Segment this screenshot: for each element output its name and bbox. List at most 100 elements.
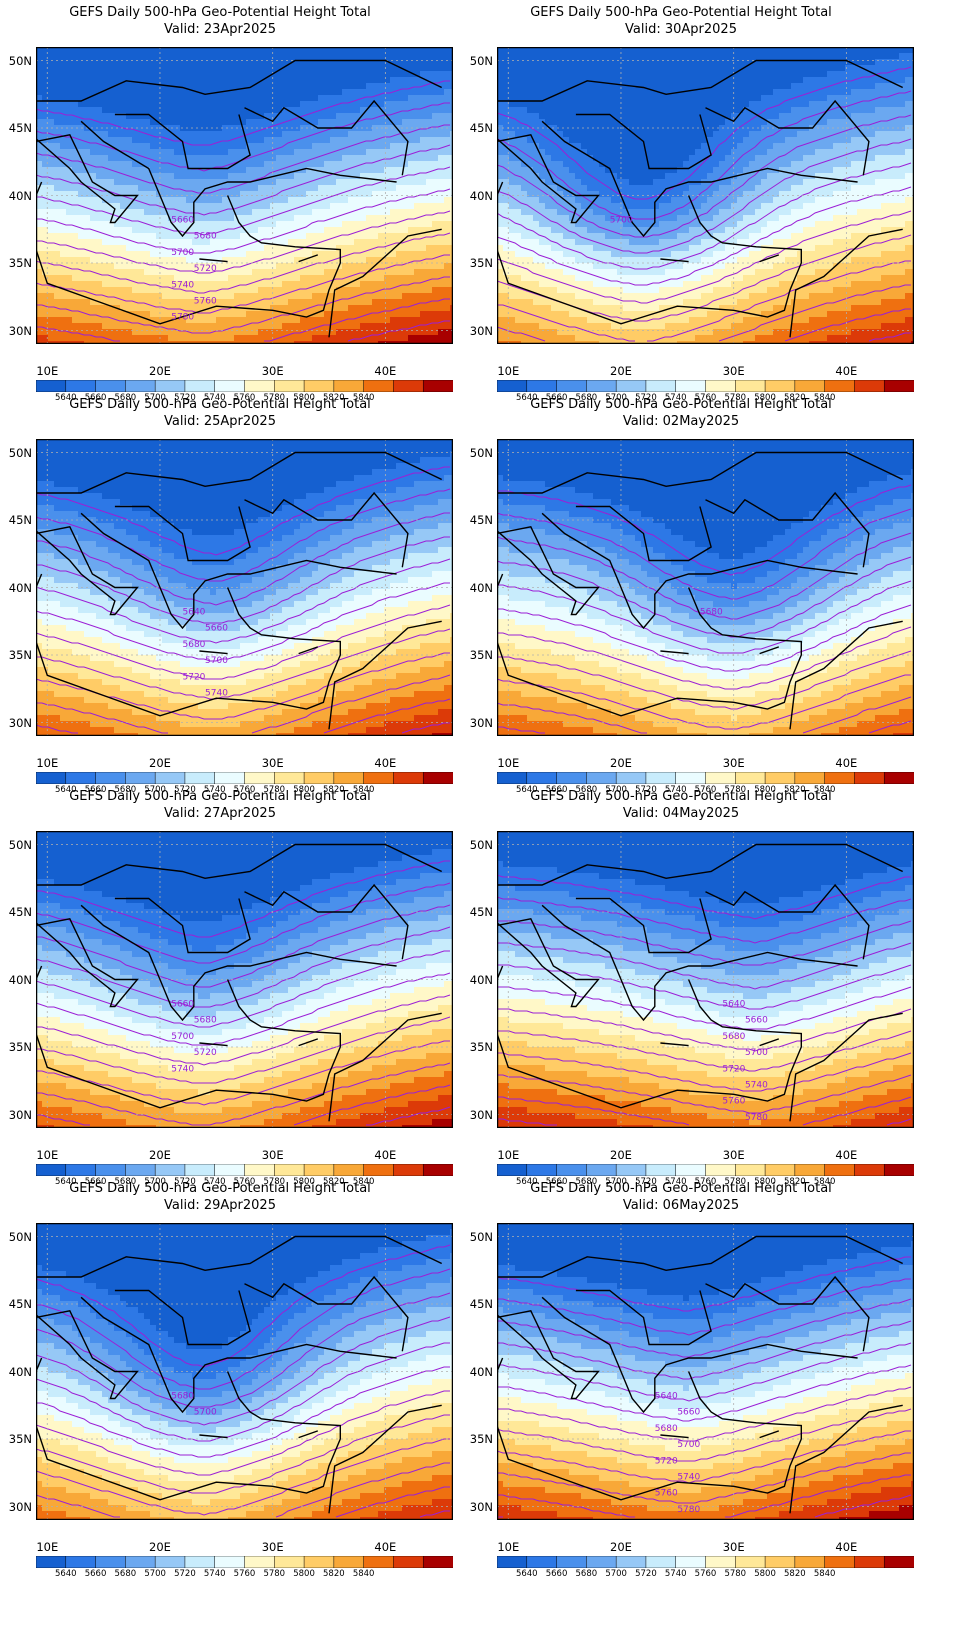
colorbar-label: 5780 [254, 785, 294, 795]
colorbar-label: 5640 [46, 393, 86, 403]
colorbar-label: 5800 [745, 785, 785, 795]
colorbar-swatch [422, 1164, 453, 1176]
colorbar-swatch [615, 380, 647, 392]
colorbar-label: 5780 [715, 785, 755, 795]
colorbar-swatch [333, 1556, 365, 1568]
colorbar-swatch [675, 1556, 707, 1568]
colorbar-swatch [303, 1556, 335, 1568]
colorbar-label: 5640 [507, 785, 547, 795]
colorbar-label: 5840 [805, 1569, 845, 1579]
colorbar-label: 5640 [46, 1569, 86, 1579]
lat-tick-label: 40N [0, 189, 32, 203]
colorbar-label: 5760 [225, 785, 265, 795]
height-map: 5680 [497, 439, 914, 736]
colorbar-swatch [333, 772, 365, 784]
product-title: GEFS Daily 500-hPa Geo-Potential Height … [461, 396, 901, 413]
colorbar-swatch [883, 1164, 914, 1176]
colorbar-swatch [764, 1556, 796, 1568]
colorbar-label: 5740 [656, 1177, 696, 1187]
colorbar-swatch [274, 380, 305, 392]
colorbar-label: 5820 [775, 393, 815, 403]
colorbar-label: 5720 [626, 1177, 666, 1187]
colorbar-swatch [95, 380, 126, 392]
colorbar-swatch [154, 1556, 186, 1568]
colorbar-label: 5740 [656, 1569, 696, 1579]
colorbar-swatch [645, 772, 677, 784]
colorbar-label: 5700 [596, 393, 636, 403]
colorbar-label: 5740 [656, 393, 696, 403]
product-title: GEFS Daily 500-hPa Geo-Potential Height … [461, 788, 901, 805]
colorbar-label: 5800 [745, 1177, 785, 1187]
lon-tick-label: 40E [826, 756, 866, 770]
colorbar-swatch [735, 1164, 766, 1176]
colorbar-label: 5640 [46, 1177, 86, 1187]
lat-tick-label: 30N [0, 324, 32, 338]
colorbar-label: 5840 [805, 393, 845, 403]
lat-tick-label: 45N [0, 1297, 32, 1311]
colorbar-swatch [393, 380, 424, 392]
colorbar-swatch [244, 1164, 275, 1176]
lon-tick-label: 40E [365, 1540, 405, 1554]
lat-tick-label: 50N [0, 446, 32, 460]
contour-label: 5640 [183, 608, 206, 618]
colorbar-swatch [214, 1164, 246, 1176]
colorbar-swatch [422, 772, 453, 784]
colorbar-swatch [125, 1556, 156, 1568]
colorbar-swatch [214, 772, 246, 784]
colorbar-label: 5720 [165, 785, 205, 795]
lon-tick-label: 40E [365, 1148, 405, 1162]
lon-tick-label: 40E [826, 1540, 866, 1554]
panel-title: GEFS Daily 500-hPa Geo-Potential Height … [461, 396, 901, 430]
lat-tick-label: 45N [461, 905, 493, 919]
colorbar-swatch [497, 772, 528, 784]
contour-label: 5640 [722, 1000, 745, 1010]
colorbar-swatch [556, 1164, 587, 1176]
lon-tick-label: 10E [27, 1540, 67, 1554]
colorbar-label: 5820 [775, 1177, 815, 1187]
lon-tick-label: 30E [714, 364, 754, 378]
contour-label: 5680 [183, 640, 206, 650]
colorbar-label: 5760 [225, 393, 265, 403]
colorbar-label: 5720 [165, 393, 205, 403]
colorbar-swatch [303, 772, 335, 784]
contour-label: 5660 [205, 624, 228, 634]
lat-tick-label: 35N [0, 1040, 32, 1054]
colorbar-swatch [363, 380, 394, 392]
valid-date: Valid: 30Apr2025 [461, 21, 901, 38]
colorbar-swatch [645, 1164, 677, 1176]
lon-tick-label: 20E [140, 364, 180, 378]
colorbar-swatch [214, 1556, 246, 1568]
colorbar-label: 5760 [686, 1569, 726, 1579]
colorbar-swatch [95, 1556, 126, 1568]
panel-title: GEFS Daily 500-hPa Geo-Potential Height … [461, 1180, 901, 1214]
lat-tick-label: 50N [0, 1230, 32, 1244]
lat-tick-label: 35N [461, 648, 493, 662]
lat-tick-label: 45N [461, 1297, 493, 1311]
colorbar [497, 1164, 914, 1176]
colorbar-swatch [764, 380, 796, 392]
lat-tick-label: 30N [461, 324, 493, 338]
colorbar-swatch [497, 380, 528, 392]
colorbar-label: 5660 [537, 393, 577, 403]
contour-label: 5640 [655, 1392, 678, 1402]
colorbar-label: 5720 [626, 785, 666, 795]
colorbar-swatch [883, 772, 914, 784]
colorbar-label: 5820 [314, 785, 354, 795]
lon-tick-label: 10E [488, 1148, 528, 1162]
colorbar-swatch [497, 1556, 528, 1568]
valid-date: Valid: 29Apr2025 [0, 1197, 440, 1214]
colorbar-swatch [393, 772, 424, 784]
lat-tick-label: 40N [461, 189, 493, 203]
colorbar-label: 5800 [745, 393, 785, 403]
contour-label: 5680 [700, 608, 723, 618]
colorbar-label: 5660 [537, 785, 577, 795]
colorbar-label: 5700 [596, 1569, 636, 1579]
colorbar-swatch [675, 772, 707, 784]
colorbar [497, 1556, 914, 1568]
colorbar [36, 1164, 453, 1176]
colorbar-swatch [363, 1164, 394, 1176]
colorbar-label: 5680 [566, 393, 606, 403]
valid-date: Valid: 27Apr2025 [0, 805, 440, 822]
